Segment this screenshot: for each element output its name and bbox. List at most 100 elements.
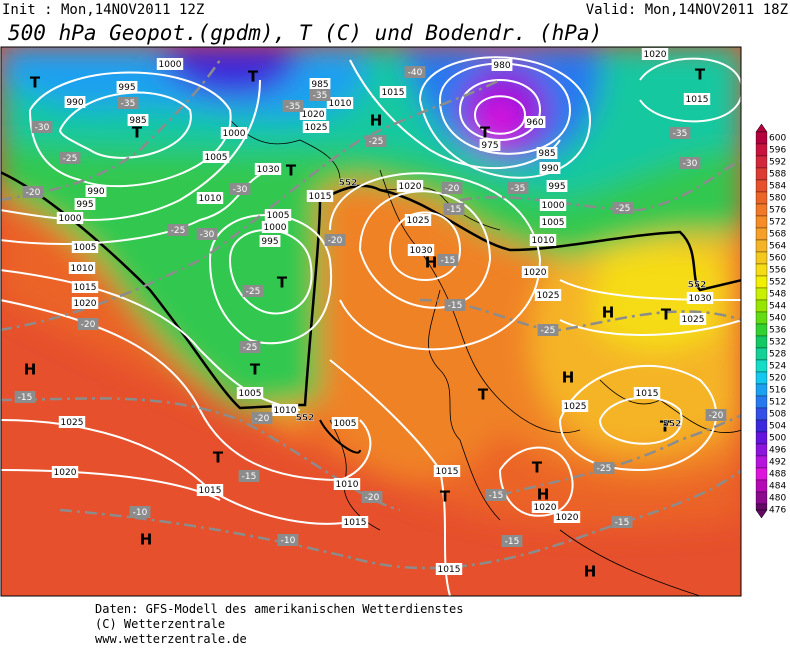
temperature-label-box (437, 254, 459, 266)
552-contour (319, 419, 361, 454)
height-label: 552 (688, 281, 707, 291)
colorbar-swatch (755, 491, 768, 505)
isobar-label-box (561, 400, 589, 412)
temperature-label-box (537, 324, 559, 336)
isobar-label-box (407, 244, 435, 256)
isobar-label: 995 (118, 83, 135, 93)
isobar-label: 1025 (61, 418, 84, 428)
isobar-label-box (299, 108, 327, 120)
pressure-center: T (440, 488, 451, 506)
isobar-label: 1025 (682, 315, 705, 325)
colorbar-swatch (755, 395, 768, 409)
pressure-center: T (286, 162, 297, 180)
temperature-label-box (229, 183, 251, 195)
height-field (1, 47, 741, 528)
pressure-center: H (584, 563, 597, 581)
colorbar-label: 532 (769, 338, 786, 348)
isobar-label: 1020 (556, 513, 579, 523)
pressure-center: T (30, 74, 41, 92)
isobar-label: 1025 (537, 291, 560, 301)
temperature-label-box (324, 234, 346, 246)
colorbar-swatch (755, 323, 768, 337)
temperature-label-box (77, 318, 99, 330)
isobar-label: 960 (526, 118, 543, 128)
footer-source: Daten: GFS-Modell des amerikanischen Wet… (95, 602, 463, 616)
colorbar-label: 504 (769, 422, 786, 432)
isobar-label-box (196, 192, 224, 204)
colorbar-label: 508 (769, 410, 786, 420)
isobar-label: 1010 (329, 99, 352, 109)
isobar-label: 1000 (542, 201, 565, 211)
pressure-center: T (132, 124, 143, 142)
colorbar-swatch (755, 263, 768, 277)
colorbar-label: 588 (769, 170, 786, 180)
colorbar-swatch (755, 443, 768, 457)
pressure-center: T (695, 66, 706, 84)
pressure-center: H (24, 361, 37, 379)
isobar-label-box (156, 58, 184, 70)
temperature-label: -15 (505, 537, 520, 547)
isobar-label: 1015 (382, 88, 405, 98)
height-label: 552 (339, 179, 358, 189)
isobar-label: 995 (261, 237, 278, 247)
colorbar-swatch (755, 179, 768, 193)
isobar-label-box (531, 501, 559, 513)
isobar-label: 1020 (534, 503, 557, 513)
isobar-label-box (333, 478, 361, 490)
colorbar-label: 500 (769, 434, 786, 444)
isobar-label-box (254, 163, 282, 175)
temperature-label: -35 (673, 129, 688, 139)
colorbar-label: 548 (769, 290, 786, 300)
pressure-center: T (532, 459, 543, 477)
isobar-label-box (68, 262, 96, 274)
temperature-label-box (612, 202, 634, 214)
colorbar-swatch (755, 191, 768, 205)
colorbar-swatch (755, 275, 768, 289)
temperature-label: -15 (18, 393, 33, 403)
temperature-label-box (404, 66, 426, 78)
temperature-label-box (441, 182, 463, 194)
isobar-label-box (309, 78, 331, 90)
temperature-label-box (22, 186, 44, 198)
temperature-label-box (365, 135, 387, 147)
temperature-label: -25 (541, 326, 556, 336)
temperature-label: -20 (26, 188, 41, 198)
temperature-label: -40 (408, 68, 423, 78)
colorbar-label: 488 (769, 470, 786, 480)
isobar-label: 1020 (524, 268, 547, 278)
colorbar-swatch (755, 419, 768, 433)
isobar-label: 1005 (74, 243, 97, 253)
colorbar-label: 580 (769, 194, 786, 204)
isobar-label-box (302, 121, 330, 133)
temperature-label: -10 (281, 536, 296, 546)
isobar-label: 1020 (54, 468, 77, 478)
colorbar-swatch (755, 131, 768, 145)
isobar-label: 1020 (74, 299, 97, 309)
isobar-label-box (546, 180, 568, 192)
pressure-center: H (562, 369, 575, 387)
colorbar-label: 520 (769, 374, 786, 384)
temperature-label-box (282, 100, 304, 112)
footer-copyright: (C) Wetterzentrale (95, 617, 225, 631)
temperature-label: -30 (683, 159, 698, 169)
pressure-center: T (480, 124, 491, 142)
temperature-label: -15 (447, 205, 462, 215)
isobar-label: 1020 (399, 182, 422, 192)
temperature-label: -25 (246, 287, 261, 297)
colorbar-label: 492 (769, 458, 786, 468)
temperature-label: -15 (615, 518, 630, 528)
pressure-center: H (537, 486, 550, 504)
isobar-label: 1015 (436, 467, 459, 477)
temperature-label: -15 (489, 491, 504, 501)
colorbar-arrow-bottom (755, 509, 768, 519)
isobar-label-box (534, 289, 562, 301)
isobar-label: 985 (538, 149, 555, 159)
isobar-label: 995 (76, 200, 93, 210)
pressure-center: T (213, 449, 224, 467)
isobar-label-box (524, 116, 546, 128)
pressure-center: T (661, 306, 672, 324)
isobar-label: 990 (541, 164, 558, 174)
isobar-label-box (479, 139, 501, 151)
colorbar-swatch (755, 287, 768, 301)
